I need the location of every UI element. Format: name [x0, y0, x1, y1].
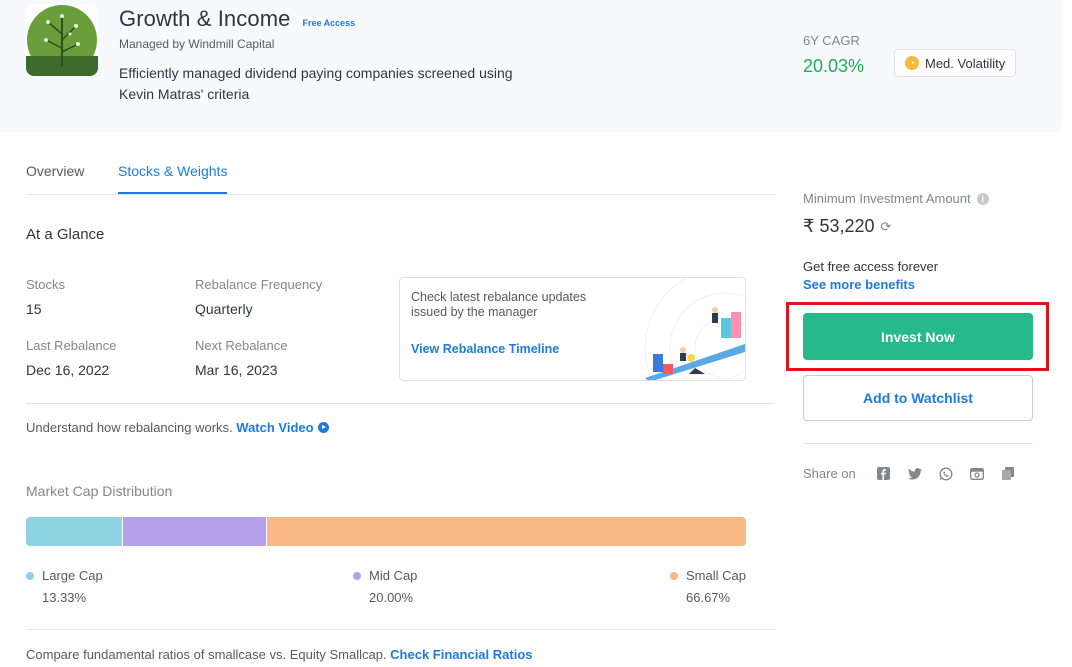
min-investment-label: Minimum Investment Amount i	[803, 191, 989, 206]
add-to-watchlist-button[interactable]: Add to Watchlist	[803, 375, 1033, 421]
sidebar-divider	[803, 443, 1033, 444]
compare-ratios-text: Compare fundamental ratios of smallcase …	[26, 647, 391, 662]
invest-highlight-box	[786, 302, 1049, 371]
small-cap-dot-icon	[670, 571, 678, 580]
share-label: Share on	[803, 466, 856, 481]
next-rebalance-value: Mar 16, 2023	[195, 362, 278, 378]
manager-name: Managed by Windmill Capital	[119, 37, 275, 51]
min-investment-amount: ₹ 53,220	[803, 216, 875, 236]
stocks-value: 15	[26, 301, 42, 317]
large-cap-label: Large Cap	[42, 568, 103, 583]
legend-large-cap-name: Large Cap	[26, 568, 103, 583]
title-row: Growth & Income Free Access	[119, 6, 355, 32]
mid-cap-dot-icon	[353, 571, 361, 580]
min-investment-value: ₹ 53,220 ⟳	[803, 216, 891, 237]
large-cap-dot-icon	[26, 571, 34, 580]
tab-overview[interactable]: Overview	[26, 163, 85, 179]
free-access-text: Get free access forever	[803, 259, 939, 274]
min-investment-label-text: Minimum Investment Amount	[803, 191, 971, 206]
market-cap-segment-small-cap	[265, 517, 746, 546]
legend-small-cap-name: Small Cap	[670, 568, 746, 583]
section-divider	[26, 403, 775, 404]
refresh-icon[interactable]: ⟳	[880, 218, 892, 234]
twitter-icon[interactable]	[907, 466, 922, 481]
smallcase-header: Growth & Income Free Access Managed by W…	[0, 0, 1062, 132]
volatility-badge[interactable]: ◔ Med. Volatility	[894, 49, 1016, 77]
rebalancing-info: Understand how rebalancing works. Watch …	[26, 420, 329, 435]
cagr-value: 20.03%	[803, 56, 865, 76]
market-cap-segment-mid-cap	[121, 517, 266, 546]
whatsapp-icon[interactable]	[938, 466, 953, 481]
last-rebalance-label: Last Rebalance	[26, 338, 117, 353]
watch-video-link[interactable]: Watch Video	[236, 420, 314, 435]
rebalance-illustration-icon	[644, 278, 745, 380]
copy-icon[interactable]	[1000, 466, 1015, 481]
smallcase-description: Efficiently managed dividend paying comp…	[119, 65, 513, 102]
last-rebalance-value: Dec 16, 2022	[26, 362, 110, 378]
see-more-benefits-link[interactable]: See more benefits	[803, 277, 915, 292]
view-rebalance-timeline-link[interactable]: View Rebalance Timeline	[411, 342, 560, 356]
facebook-icon[interactable]	[876, 466, 891, 481]
small-cap-label: Small Cap	[686, 568, 746, 583]
free-access-badge: Free Access	[302, 18, 356, 28]
compare-ratios: Compare fundamental ratios of smallcase …	[26, 647, 533, 662]
legend-mid-cap-name: Mid Cap	[353, 568, 417, 583]
large-cap-value: 13.33%	[42, 590, 87, 605]
legend-mid-cap: Mid Cap 20.00%	[353, 568, 417, 605]
tab-stocks-weights[interactable]: Stocks & Weights	[118, 163, 228, 194]
plant-logo-icon	[26, 4, 98, 76]
rebalancing-info-text: Understand how rebalancing works.	[26, 420, 237, 435]
check-financial-ratios-link[interactable]: Check Financial Ratios	[390, 647, 533, 662]
page-title: Growth & Income	[119, 6, 291, 31]
share-icons	[876, 466, 1015, 481]
legend-large-cap: Large Cap 13.33%	[26, 568, 103, 605]
cagr-label: 6Y CAGR	[803, 33, 860, 48]
at-a-glance-heading: At a Glance	[26, 226, 105, 243]
rebalance-frequency-label: Rebalance Frequency	[195, 277, 323, 292]
small-cap-value: 66.67%	[686, 590, 731, 605]
rebalance-updates-card: Check latest rebalance updates issued by…	[399, 277, 746, 381]
market-cap-bar	[26, 517, 746, 546]
legend-small-cap: Small Cap 66.67%	[670, 568, 746, 605]
play-icon[interactable]	[317, 422, 329, 433]
market-cap-heading: Market Cap Distribution	[26, 483, 173, 499]
mid-cap-value: 20.00%	[369, 590, 414, 605]
invest-now-button[interactable]: Invest Now	[803, 313, 1033, 360]
email-icon[interactable]	[969, 466, 984, 481]
rebalance-frequency-value: Quarterly	[195, 301, 253, 317]
stocks-label: Stocks	[26, 277, 66, 292]
section-divider	[26, 629, 775, 630]
market-cap-segment-large-cap	[26, 517, 122, 546]
speedometer-icon: ◔	[905, 56, 919, 70]
info-icon[interactable]: i	[976, 192, 989, 205]
volatility-label: Med. Volatility	[925, 55, 1006, 71]
rebalance-card-text: Check latest rebalance updates issued by…	[411, 290, 587, 319]
tab-bar: Overview Stocks & Weights	[26, 154, 775, 195]
mid-cap-label: Mid Cap	[369, 568, 418, 583]
next-rebalance-label: Next Rebalance	[195, 338, 288, 353]
